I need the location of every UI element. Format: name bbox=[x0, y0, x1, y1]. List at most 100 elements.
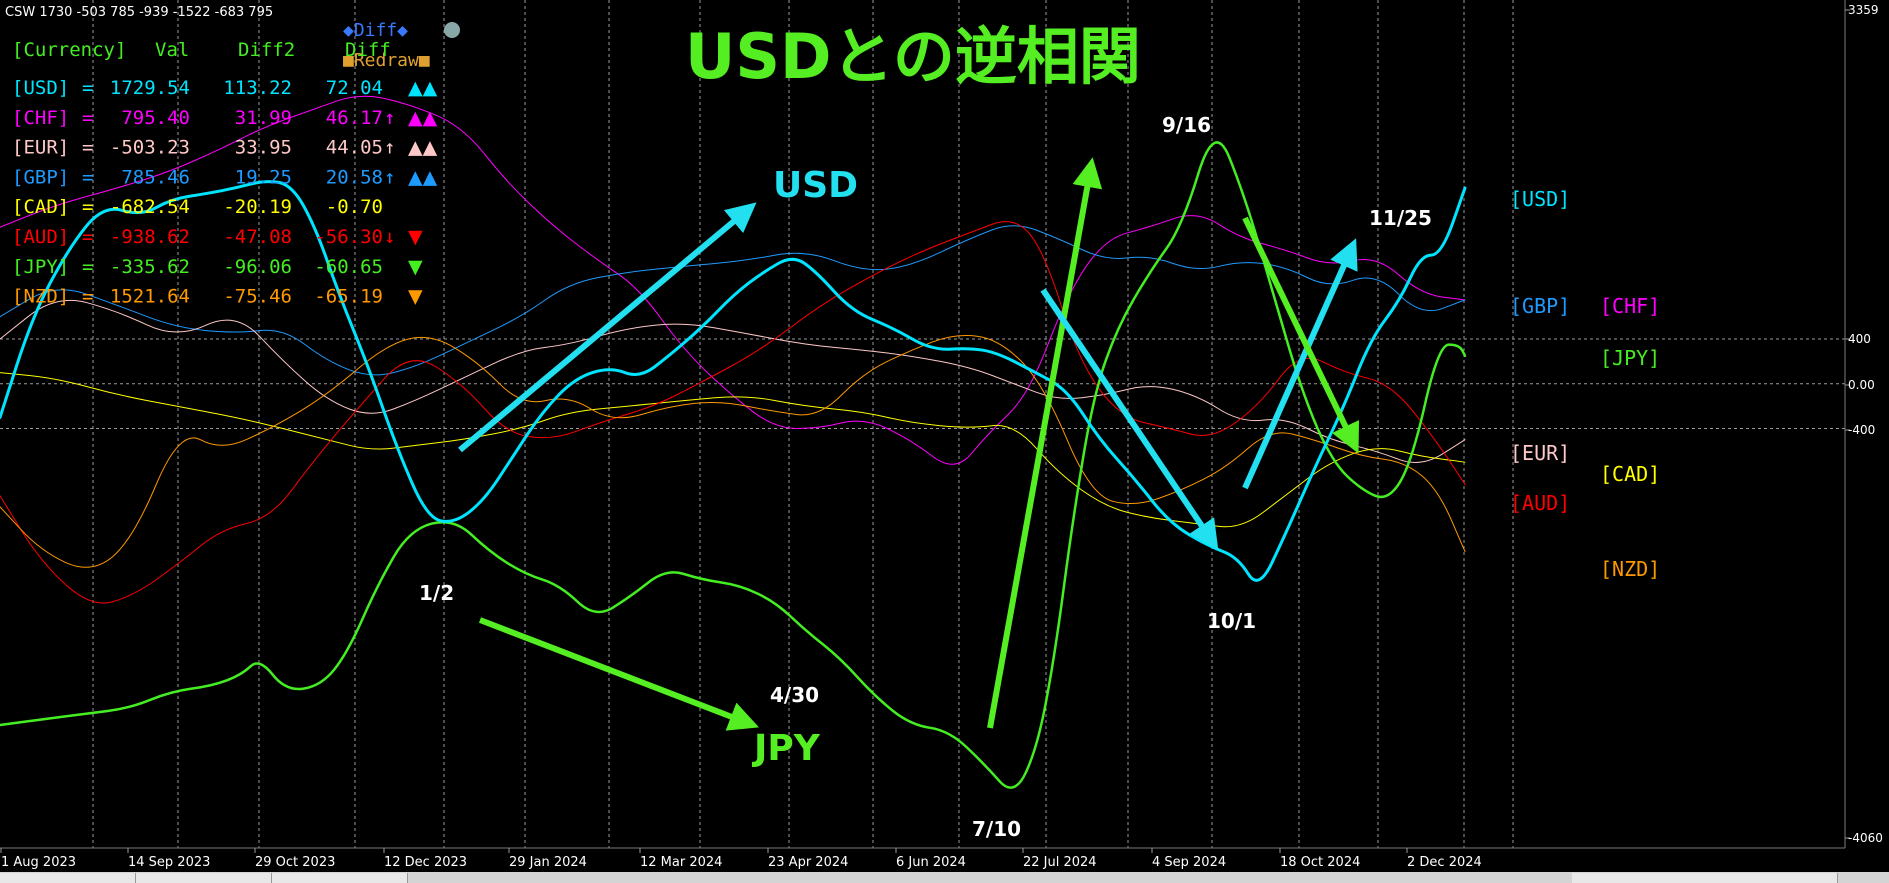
x-tick-label: 22 Jul 2024 bbox=[1023, 855, 1097, 870]
bottom-tab[interactable] bbox=[272, 873, 408, 883]
panel-row-diff2: -96.06 bbox=[223, 256, 292, 278]
panel-row-diff: 46.17 bbox=[326, 107, 383, 129]
series-line-usd bbox=[0, 180, 1467, 582]
series-end-label: [NZD] bbox=[1600, 557, 1660, 581]
arrow-usd-up bbox=[458, 202, 757, 453]
panel-row-signs: ▼ bbox=[408, 256, 423, 278]
panel-row-diff: -56.30 bbox=[314, 226, 383, 248]
panel-row-val: -335.62 bbox=[110, 256, 190, 278]
arrow-jpy-down-2 bbox=[1242, 216, 1359, 454]
grid-lines bbox=[0, 0, 1845, 848]
x-tick-label: 1 Aug 2023 bbox=[1, 855, 76, 870]
panel-row-label: [GBP] bbox=[12, 166, 69, 188]
panel-row-val: -682.54 bbox=[110, 196, 190, 218]
panel-header-diff2: Diff2 bbox=[238, 39, 295, 61]
panel-row-label: [CAD] bbox=[12, 196, 69, 218]
panel-row-eq: = bbox=[82, 226, 93, 248]
series-line-chf bbox=[0, 95, 1466, 465]
x-tick-label: 29 Jan 2024 bbox=[509, 855, 587, 870]
panel-row-val: 1521.64 bbox=[110, 286, 190, 308]
series-end-label: [USD] bbox=[1510, 187, 1570, 211]
panel-row-eq: = bbox=[82, 166, 93, 188]
series-end-label: [CAD] bbox=[1600, 462, 1660, 486]
panel-rows: [USD] = 1729.54 113.22 72.04 ▲▲ [CHF] = 795.40 31… bbox=[12, 77, 438, 308]
y-tick-label: -400 bbox=[1848, 423, 1875, 437]
panel-row-arrow: ↑ bbox=[384, 107, 395, 129]
panel-row-val: -938.62 bbox=[110, 226, 190, 248]
bottom-tab[interactable] bbox=[136, 873, 272, 883]
panel-header-diff: Diff bbox=[345, 39, 391, 61]
panel-row-eq: = bbox=[82, 256, 93, 278]
x-tick-label: 29 Oct 2023 bbox=[255, 855, 335, 870]
panel-row-eq: = bbox=[82, 107, 93, 129]
panel-row-signs: ▲▲ bbox=[408, 107, 438, 129]
annotation-usd-label: USD bbox=[773, 165, 858, 206]
panel-row-label: [AUD] bbox=[12, 226, 69, 248]
panel-row-diff: 72.04 bbox=[326, 77, 383, 99]
y-tick-label: 0.00 bbox=[1848, 378, 1875, 392]
bottom-tab[interactable] bbox=[1572, 873, 1708, 883]
date-label-10-1: 10/1 bbox=[1207, 609, 1256, 633]
diff-toggle[interactable]: ◆Diff◆ bbox=[343, 20, 408, 41]
panel-row-diff: -0.70 bbox=[326, 196, 383, 218]
panel-row-arrow: ↑ bbox=[384, 166, 395, 188]
series-line-gbp bbox=[0, 225, 1466, 376]
panel-row-val: -503.23 bbox=[110, 137, 190, 159]
panel-row-val: 795.40 bbox=[121, 107, 190, 129]
diff-toggle-circle-icon[interactable] bbox=[444, 22, 460, 38]
y-tick-label: 400 bbox=[1848, 332, 1871, 346]
bottom-tab[interactable] bbox=[0, 873, 136, 883]
panel-row-label: [USD] bbox=[12, 77, 69, 99]
series-line-eur bbox=[0, 299, 1466, 463]
series-line-nzd bbox=[0, 335, 1466, 568]
series-end-label: [CHF] bbox=[1600, 294, 1660, 318]
date-label-1-2: 1/2 bbox=[419, 581, 454, 605]
panel-row-diff: 44.05 bbox=[326, 137, 383, 159]
panel-header-val: Val bbox=[155, 39, 189, 61]
panel-row-eq: = bbox=[82, 137, 93, 159]
panel-row-eq: = bbox=[82, 77, 93, 99]
panel-header-currency: [Currency] bbox=[12, 39, 126, 61]
annotation-arrows bbox=[458, 157, 1359, 731]
panel-row-diff: 20.58 bbox=[326, 166, 383, 188]
indicator-panel: ◆Diff◆ ■Redraw■ [Currency] Val Diff2 Dif… bbox=[12, 20, 460, 308]
date-label-4-30: 4/30 bbox=[770, 683, 819, 707]
y-tick-label: 3359 bbox=[1848, 3, 1879, 17]
series-end-label: [JPY] bbox=[1600, 346, 1660, 370]
price-axis: 3359 400 0.00 -400 -4060 bbox=[1845, 3, 1883, 845]
panel-row-diff2: -47.08 bbox=[223, 226, 292, 248]
arrow-jpy-down bbox=[478, 617, 759, 731]
arrow-usd-down bbox=[1040, 288, 1219, 551]
series-lines bbox=[0, 95, 1467, 789]
panel-row-diff2: 113.22 bbox=[223, 77, 292, 99]
redraw-toggle[interactable]: ■Redraw■ bbox=[343, 50, 430, 71]
x-tick-label: 12 Dec 2023 bbox=[384, 855, 467, 870]
bottom-tab[interactable] bbox=[1702, 873, 1838, 883]
series-end-label: [EUR] bbox=[1510, 441, 1570, 465]
panel-row-arrow: ↓ bbox=[384, 226, 395, 248]
date-label-11-25: 11/25 bbox=[1369, 206, 1432, 230]
panel-row-signs: ▲▲ bbox=[408, 137, 438, 159]
panel-row-diff2: 19.25 bbox=[235, 166, 292, 188]
arrow-usd-up-2 bbox=[1242, 238, 1358, 490]
x-tick-label: 2 Dec 2024 bbox=[1407, 855, 1482, 870]
series-end-label: [GBP] bbox=[1510, 294, 1570, 318]
panel-row-diff2: 33.95 bbox=[235, 137, 292, 159]
panel-row-label: [EUR] bbox=[12, 137, 69, 159]
panel-row-signs: ▲▲ bbox=[408, 166, 438, 188]
time-axis: 1 Aug 2023 14 Sep 2023 29 Oct 2023 12 Dec 2… bbox=[0, 848, 1482, 870]
panel-row-label: [NZD] bbox=[12, 286, 69, 308]
panel-row-diff2: 31.99 bbox=[235, 107, 292, 129]
panel-row-label: [CHF] bbox=[12, 107, 69, 129]
arrow-jpy-up bbox=[987, 157, 1103, 729]
date-label-9-16: 9/16 bbox=[1162, 113, 1211, 137]
series-line-cad bbox=[0, 372, 1466, 528]
bottom-tab-strip bbox=[0, 872, 1889, 883]
x-tick-label: 14 Sep 2023 bbox=[128, 855, 210, 870]
series-end-labels: [USD] [GBP] [CHF] [JPY] [EUR] [CAD] [AUD] [NZD] bbox=[1510, 187, 1660, 581]
series-line-aud bbox=[0, 221, 1466, 604]
panel-row-diff: -65.19 bbox=[314, 286, 383, 308]
annotation-jpy-label: JPY bbox=[751, 728, 821, 769]
x-tick-label: 4 Sep 2024 bbox=[1152, 855, 1226, 870]
